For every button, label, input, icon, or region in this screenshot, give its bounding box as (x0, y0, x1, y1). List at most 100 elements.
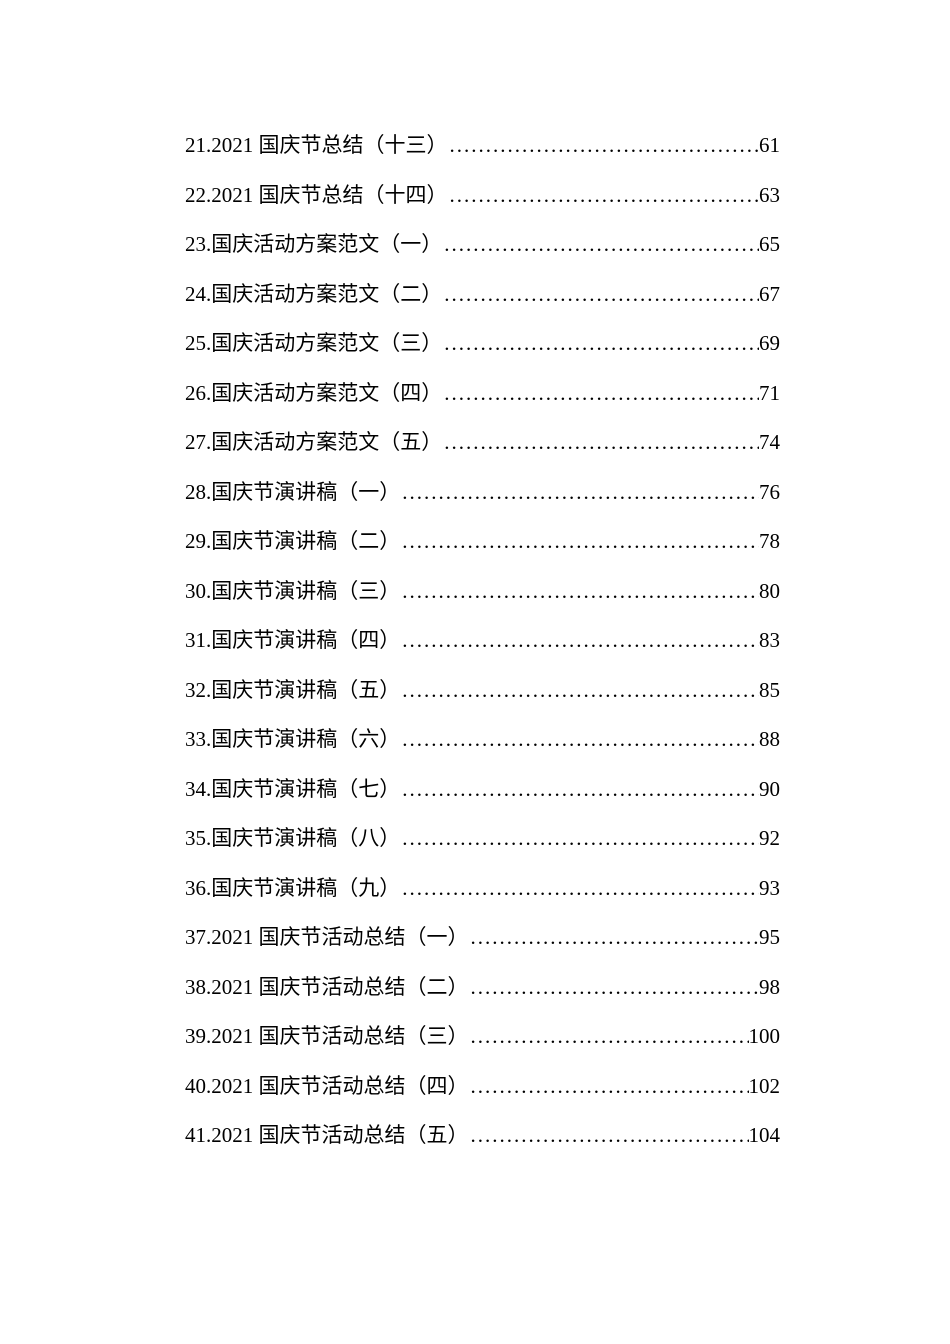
toc-entry-page: 102 (749, 1071, 781, 1103)
toc-entry-page: 100 (749, 1021, 781, 1053)
toc-entry-page: 85 (759, 675, 780, 707)
toc-entry-title: 2021 国庆节总结（十四） (211, 180, 447, 212)
toc-dot-leader: ........................................… (442, 427, 759, 459)
toc-entry: 22.2021 国庆节总结（十四）.......................… (185, 180, 780, 212)
toc-entry-number: 40. (185, 1071, 211, 1103)
toc-entry: 34.国庆节演讲稿（七）............................… (185, 774, 780, 806)
toc-entry-title: 国庆活动方案范文（一） (211, 229, 442, 261)
toc-entry-page: 80 (759, 576, 780, 608)
toc-entry-number: 24. (185, 279, 211, 311)
toc-entry-page: 92 (759, 823, 780, 855)
toc-entry-title: 2021 国庆节活动总结（五） (211, 1120, 468, 1152)
toc-entry: 28.国庆节演讲稿（一）............................… (185, 477, 780, 509)
toc-entry-page: 104 (749, 1120, 781, 1152)
toc-entry: 31.国庆节演讲稿（四）............................… (185, 625, 780, 657)
toc-entry-number: 39. (185, 1021, 211, 1053)
toc-entry-title: 国庆活动方案范文（二） (211, 279, 442, 311)
toc-entry-number: 22. (185, 180, 211, 212)
toc-entry-title: 2021 国庆节活动总结（三） (211, 1021, 468, 1053)
toc-entry-title: 国庆节演讲稿（三） (211, 576, 400, 608)
toc-entry-number: 41. (185, 1120, 211, 1152)
toc-entry-title: 2021 国庆节总结（十三） (211, 130, 447, 162)
toc-entry-number: 33. (185, 724, 211, 756)
toc-entry-title: 国庆节演讲稿（六） (211, 724, 400, 756)
toc-dot-leader: ........................................… (469, 1071, 749, 1103)
toc-dot-leader: ........................................… (400, 526, 759, 558)
toc-entry: 25.国庆活动方案范文（三）..........................… (185, 328, 780, 360)
toc-dot-leader: ........................................… (469, 972, 760, 1004)
toc-entry-page: 76 (759, 477, 780, 509)
toc-entry-number: 36. (185, 873, 211, 905)
toc-entry-number: 26. (185, 378, 211, 410)
toc-entry-page: 90 (759, 774, 780, 806)
toc-entry-number: 32. (185, 675, 211, 707)
toc-dot-leader: ........................................… (469, 1021, 749, 1053)
toc-entry: 24.国庆活动方案范文（二）..........................… (185, 279, 780, 311)
toc-dot-leader: ........................................… (442, 378, 759, 410)
toc-dot-leader: ........................................… (400, 625, 759, 657)
toc-entry-title: 国庆活动方案范文（五） (211, 427, 442, 459)
toc-dot-leader: ........................................… (400, 873, 759, 905)
toc-entry-number: 23. (185, 229, 211, 261)
toc-entry-number: 38. (185, 972, 211, 1004)
toc-entry: 23.国庆活动方案范文（一）..........................… (185, 229, 780, 261)
toc-entry: 40.2021 国庆节活动总结（四）......................… (185, 1071, 780, 1103)
toc-dot-leader: ........................................… (442, 328, 759, 360)
toc-entry-page: 93 (759, 873, 780, 905)
toc-entry-title: 国庆活动方案范文（四） (211, 378, 442, 410)
toc-entry-title: 国庆活动方案范文（三） (211, 328, 442, 360)
toc-entry-number: 21. (185, 130, 211, 162)
toc-entry: 21.2021 国庆节总结（十三）.......................… (185, 130, 780, 162)
toc-entry-title: 国庆节演讲稿（七） (211, 774, 400, 806)
toc-entry: 30.国庆节演讲稿（三）............................… (185, 576, 780, 608)
toc-entry-page: 98 (759, 972, 780, 1004)
toc-entry: 38.2021 国庆节活动总结（二）......................… (185, 972, 780, 1004)
toc-entry-title: 国庆节演讲稿（九） (211, 873, 400, 905)
toc-entry: 33.国庆节演讲稿（六）............................… (185, 724, 780, 756)
toc-entry-number: 35. (185, 823, 211, 855)
toc-entry-page: 83 (759, 625, 780, 657)
toc-dot-leader: ........................................… (400, 576, 759, 608)
toc-dot-leader: ........................................… (442, 229, 759, 261)
toc-entry-title: 国庆节演讲稿（八） (211, 823, 400, 855)
toc-entry-number: 37. (185, 922, 211, 954)
table-of-contents: 21.2021 国庆节总结（十三）.......................… (185, 130, 780, 1152)
toc-entry-title: 2021 国庆节活动总结（一） (211, 922, 468, 954)
toc-dot-leader: ........................................… (400, 477, 759, 509)
toc-entry: 39.2021 国庆节活动总结（三）......................… (185, 1021, 780, 1053)
toc-entry: 35.国庆节演讲稿（八）............................… (185, 823, 780, 855)
toc-dot-leader: ........................................… (469, 1120, 749, 1152)
toc-entry-page: 69 (759, 328, 780, 360)
toc-dot-leader: ........................................… (469, 922, 760, 954)
toc-dot-leader: ........................................… (400, 774, 759, 806)
toc-dot-leader: ........................................… (400, 675, 759, 707)
toc-entry-number: 28. (185, 477, 211, 509)
toc-entry: 36.国庆节演讲稿（九）............................… (185, 873, 780, 905)
toc-entry-title: 国庆节演讲稿（五） (211, 675, 400, 707)
toc-entry-number: 29. (185, 526, 211, 558)
toc-entry-title: 2021 国庆节活动总结（四） (211, 1071, 468, 1103)
toc-dot-leader: ........................................… (400, 823, 759, 855)
toc-entry-title: 2021 国庆节活动总结（二） (211, 972, 468, 1004)
toc-entry: 32.国庆节演讲稿（五）............................… (185, 675, 780, 707)
toc-entry: 27.国庆活动方案范文（五）..........................… (185, 427, 780, 459)
toc-dot-leader: ........................................… (400, 724, 759, 756)
toc-entry-number: 34. (185, 774, 211, 806)
toc-dot-leader: ........................................… (448, 130, 760, 162)
toc-dot-leader: ........................................… (448, 180, 760, 212)
toc-entry-number: 31. (185, 625, 211, 657)
toc-entry-number: 30. (185, 576, 211, 608)
toc-entry-number: 25. (185, 328, 211, 360)
toc-entry-title: 国庆节演讲稿（二） (211, 526, 400, 558)
toc-entry: 29.国庆节演讲稿（二）............................… (185, 526, 780, 558)
toc-entry: 26.国庆活动方案范文（四）..........................… (185, 378, 780, 410)
toc-entry-page: 78 (759, 526, 780, 558)
toc-entry-page: 88 (759, 724, 780, 756)
toc-entry-page: 63 (759, 180, 780, 212)
toc-entry-title: 国庆节演讲稿（四） (211, 625, 400, 657)
toc-dot-leader: ........................................… (442, 279, 759, 311)
toc-entry-page: 74 (759, 427, 780, 459)
toc-entry-page: 61 (759, 130, 780, 162)
toc-entry-page: 71 (759, 378, 780, 410)
toc-entry: 37.2021 国庆节活动总结（一）......................… (185, 922, 780, 954)
